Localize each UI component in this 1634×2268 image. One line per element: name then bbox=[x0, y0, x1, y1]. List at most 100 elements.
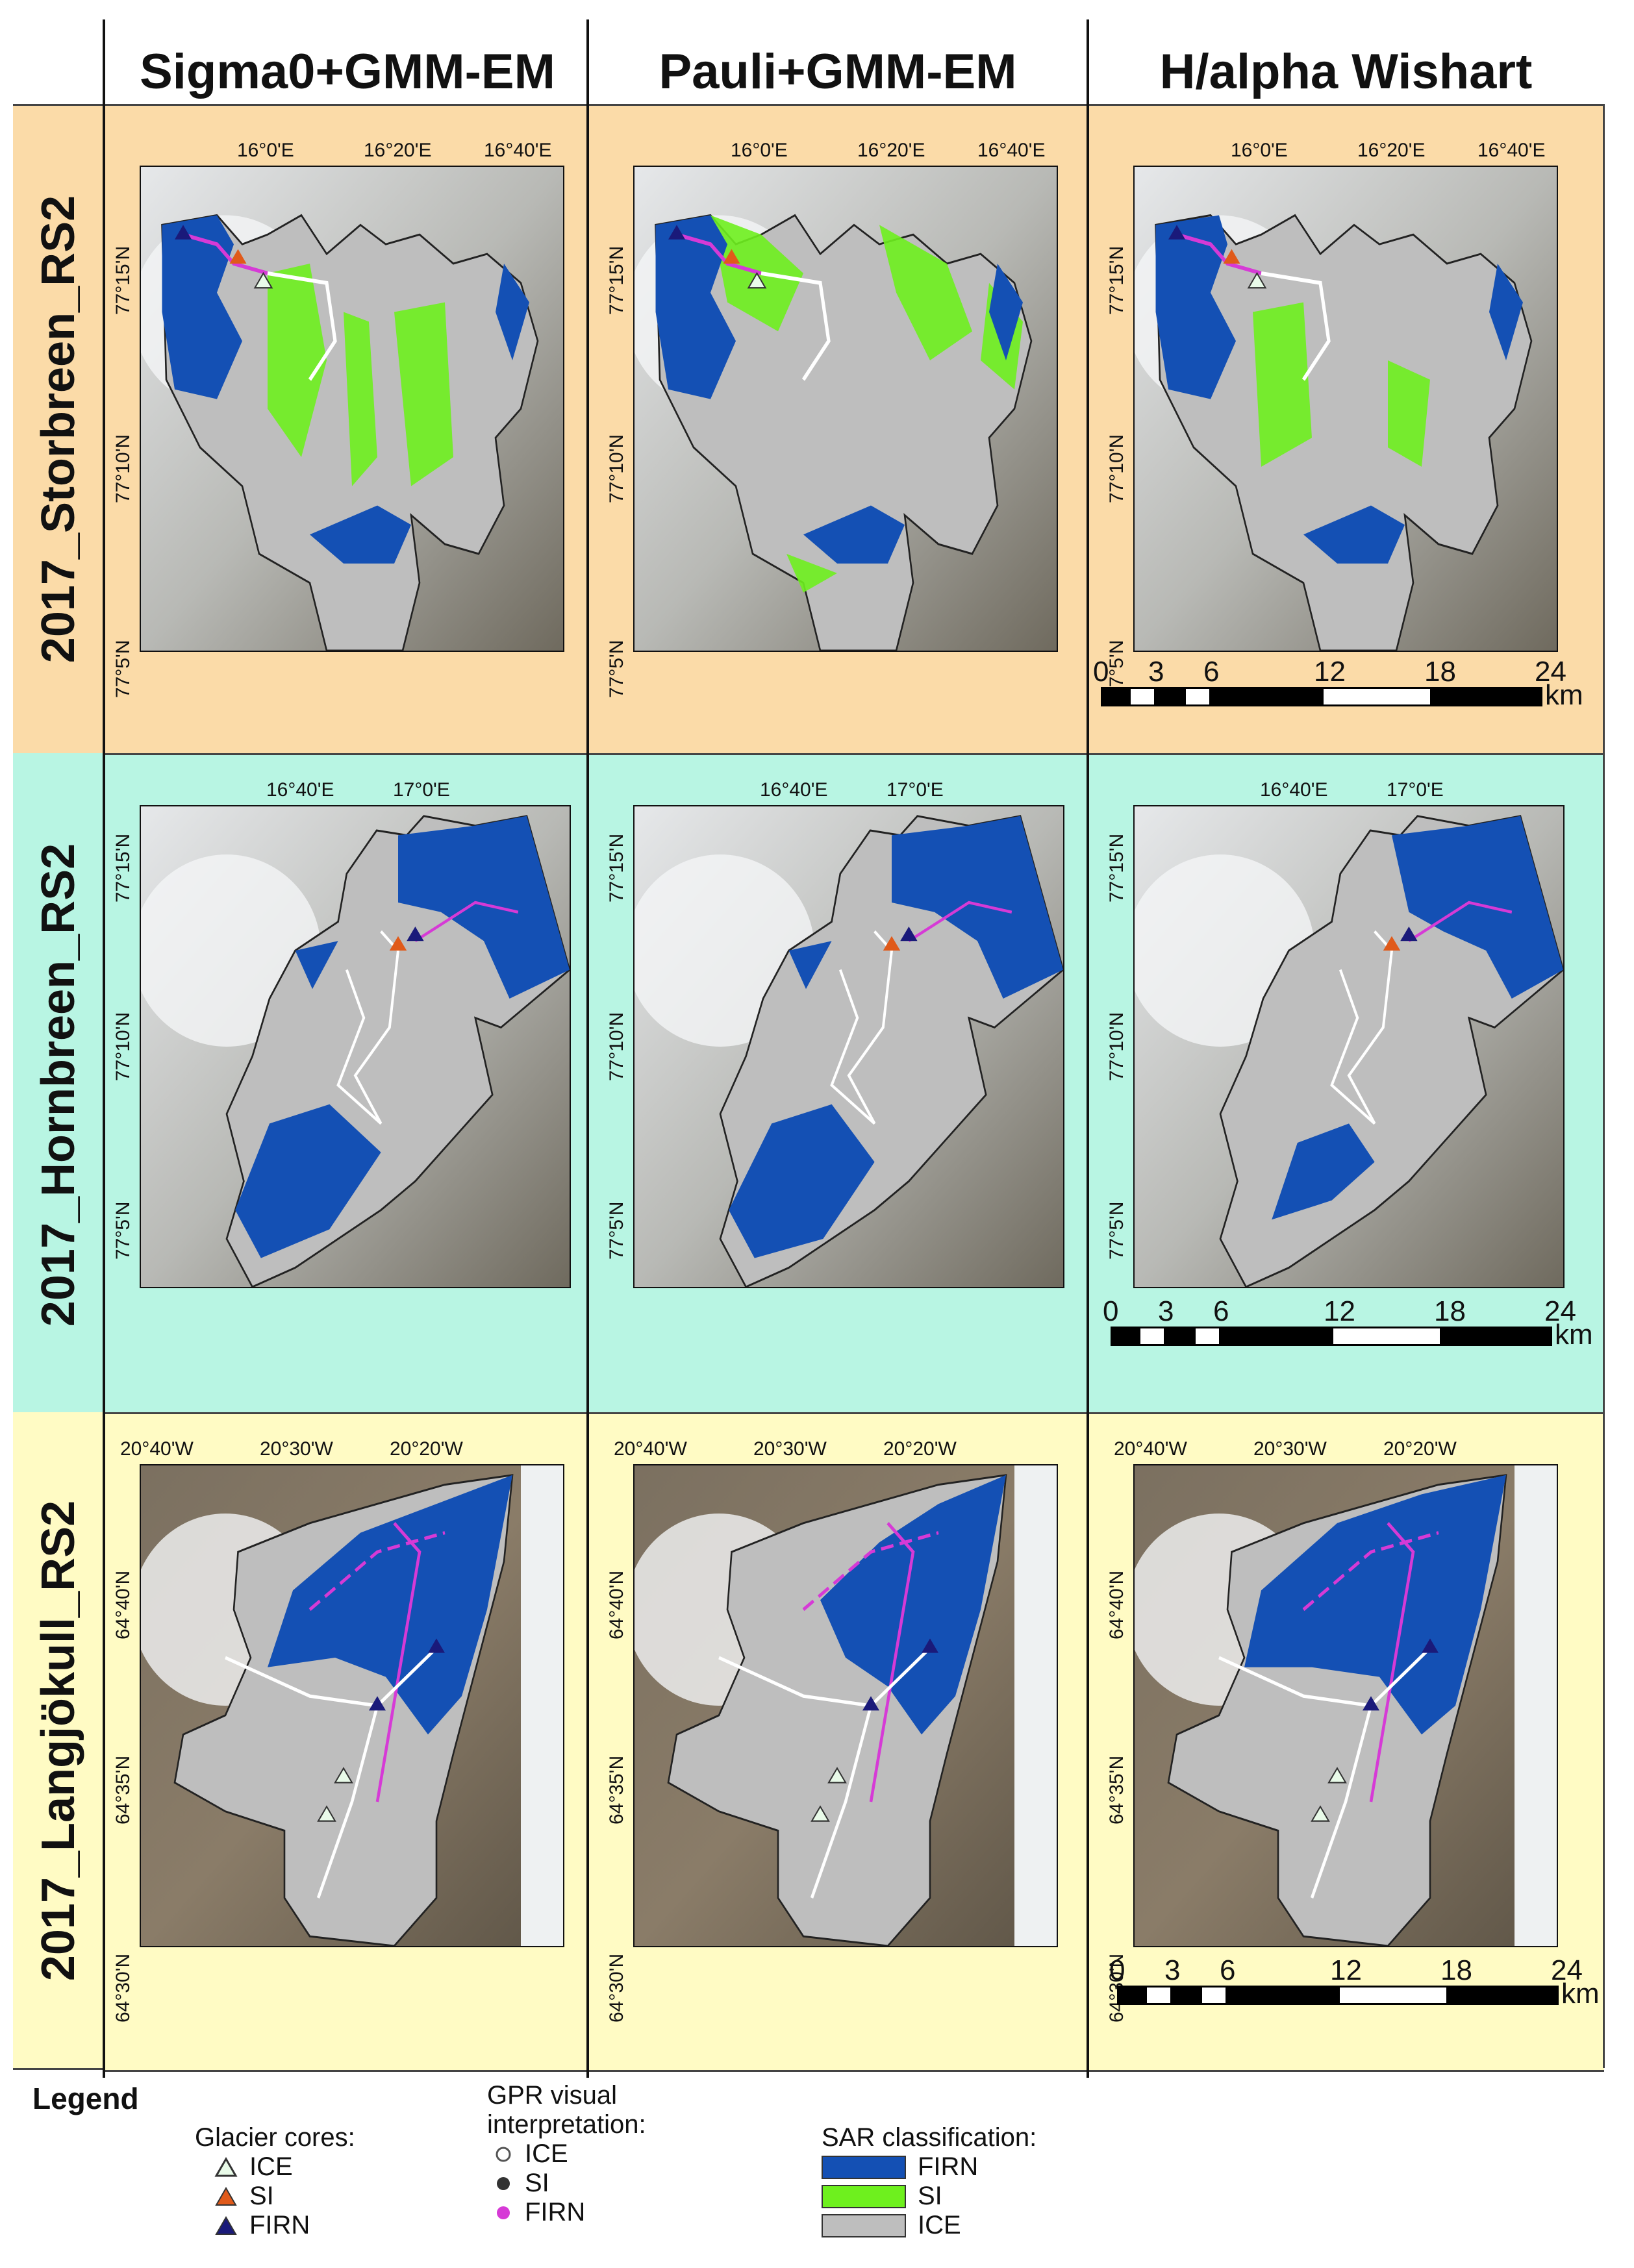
scale-unit: km bbox=[1545, 679, 1583, 711]
latitude-tick-label: 77°5'N bbox=[112, 1201, 134, 1260]
column-header-pauli: Pauli+GMM-EM bbox=[659, 44, 1017, 99]
scale-bar: 0 3 6 12 18 24 km bbox=[1107, 1954, 1601, 2013]
map-panel bbox=[633, 166, 1058, 652]
core-firn-marker bbox=[1363, 1696, 1379, 1711]
latitude-tick-label: 77°15'N bbox=[606, 833, 627, 903]
legend-sar-si-label: SI bbox=[918, 2182, 942, 2210]
latitude-tick-label: 77°5'N bbox=[112, 640, 134, 698]
scale-segment bbox=[1166, 1327, 1194, 1346]
longitude-tick-label: 16°0'E bbox=[237, 140, 294, 161]
gpr-firn-track bbox=[676, 232, 762, 275]
gpr-firn-track bbox=[908, 901, 1012, 943]
core-firn-marker bbox=[862, 1696, 879, 1711]
scale-bar: 0 3 6 12 18 24 km bbox=[1101, 1295, 1594, 1354]
longitude-tick-label: 17°0'E bbox=[393, 779, 450, 801]
legend-gpr: GPR visual interpretation: ICE SI FIRN bbox=[487, 2081, 646, 2227]
scale-label: 18 bbox=[1440, 1954, 1472, 1986]
gpr-ice-track bbox=[760, 271, 831, 381]
core-firn-marker bbox=[407, 927, 424, 941]
scale-segment bbox=[1200, 1986, 1227, 2005]
firn-area bbox=[268, 1475, 512, 1735]
map-panel bbox=[140, 805, 571, 1288]
longitude-tick-label: 16°0'E bbox=[1231, 140, 1288, 161]
core-firn-marker bbox=[1400, 927, 1418, 941]
core-si-marker bbox=[1383, 936, 1401, 951]
latitude-tick-label: 77°10'N bbox=[1106, 1012, 1127, 1081]
scale-label: 12 bbox=[1324, 1295, 1355, 1327]
latitude-tick-label: 77°5'N bbox=[606, 640, 627, 698]
scale-label: 24 bbox=[1535, 656, 1566, 688]
row-label-langjokull: 2017_Langjökull_RS2 bbox=[32, 1500, 84, 1982]
scale-label: 24 bbox=[1544, 1295, 1576, 1327]
longitude-tick-label: 16°20'E bbox=[1357, 140, 1426, 161]
legend-gpr-si: SI bbox=[494, 2169, 646, 2198]
longitude-tick-label: 20°40'W bbox=[614, 1438, 687, 1460]
core-ice-marker bbox=[1327, 1767, 1347, 1784]
scale-label: 24 bbox=[1551, 1954, 1583, 1986]
longitude-tick-label: 17°0'E bbox=[886, 779, 944, 801]
latitude-tick-label: 77°10'N bbox=[112, 434, 134, 503]
scale-segment bbox=[1193, 1327, 1221, 1346]
glacier-map bbox=[141, 1465, 563, 1946]
si-area bbox=[268, 264, 327, 457]
core-si-marker bbox=[883, 936, 901, 951]
longitude-tick-label: 17°0'E bbox=[1387, 779, 1444, 801]
scale-segment bbox=[1211, 687, 1322, 706]
map-panel bbox=[140, 1464, 564, 1947]
map-panel bbox=[1133, 166, 1558, 652]
scale-segment bbox=[1156, 687, 1184, 706]
core-firn-marker bbox=[900, 927, 918, 941]
si-area bbox=[786, 554, 837, 593]
core-ice-marker bbox=[1247, 271, 1267, 289]
legend-core-ice: ICE bbox=[214, 2152, 355, 2182]
glacier-map bbox=[141, 806, 570, 1287]
glacier-ice-area bbox=[1155, 214, 1533, 651]
glacier-map bbox=[635, 806, 1063, 1287]
core-ice-marker bbox=[1311, 1805, 1330, 1822]
legend: Legend Glacier cores: ICE SI FIRN GPR vi… bbox=[32, 2075, 1591, 2263]
latitude-tick-label: 77°15'N bbox=[1106, 833, 1127, 903]
column-header-halpha: H/alpha Wishart bbox=[1159, 44, 1533, 99]
legend-gpr-ice: ICE bbox=[494, 2139, 646, 2169]
longitude-tick-label: 20°20'W bbox=[390, 1438, 463, 1460]
scale-segment bbox=[1221, 1327, 1331, 1346]
legend-sar-heading: SAR classification: bbox=[822, 2123, 1037, 2152]
snow-patch bbox=[1515, 1465, 1557, 1946]
grid-line-2 bbox=[586, 19, 589, 2078]
column-header-sigma0: Sigma0+GMM-EM bbox=[140, 44, 555, 99]
longitude-tick-label: 16°40'E bbox=[1477, 140, 1546, 161]
snow-patch bbox=[1014, 1465, 1057, 1946]
gpr-ice-track bbox=[1330, 930, 1394, 1125]
firn-area bbox=[820, 1475, 1006, 1735]
scale-label: 3 bbox=[1148, 656, 1164, 688]
si-area bbox=[344, 312, 377, 486]
si-area bbox=[879, 225, 972, 360]
gpr-ice-track bbox=[316, 1705, 379, 1899]
longitude-tick-label: 20°40'W bbox=[1114, 1438, 1187, 1460]
scale-segment bbox=[1183, 687, 1211, 706]
legend-core-firn: FIRN bbox=[214, 2211, 355, 2240]
scale-segment bbox=[1432, 687, 1542, 706]
latitude-tick-label: 77°15'N bbox=[112, 245, 134, 315]
latitude-tick-label: 77°10'N bbox=[606, 434, 627, 503]
scale-label: 0 bbox=[1103, 1295, 1119, 1327]
gpr-ice-track bbox=[718, 1647, 931, 1708]
firn-area bbox=[1155, 215, 1523, 564]
core-firn-marker bbox=[1168, 225, 1185, 240]
scale-label: 6 bbox=[1213, 1295, 1229, 1327]
gpr-ice-track bbox=[1218, 1647, 1431, 1708]
glacier-map bbox=[1135, 806, 1563, 1287]
firn-area bbox=[729, 816, 1063, 1258]
glacier-map bbox=[1135, 1465, 1557, 1946]
scale-segment bbox=[1128, 687, 1156, 706]
scale-segment bbox=[1111, 1327, 1138, 1346]
core-ice-marker bbox=[747, 271, 767, 289]
core-firn-marker bbox=[1422, 1638, 1439, 1653]
gpr-firn-track bbox=[869, 1521, 915, 1802]
latitude-tick-label: 64°35'N bbox=[606, 1755, 627, 1825]
core-si-marker bbox=[1223, 249, 1240, 264]
longitude-tick-label: 16°20'E bbox=[857, 140, 925, 161]
longitude-tick-label: 20°30'W bbox=[1253, 1438, 1327, 1460]
scale-label: 6 bbox=[1220, 1954, 1236, 1986]
core-ice-marker bbox=[827, 1767, 847, 1784]
